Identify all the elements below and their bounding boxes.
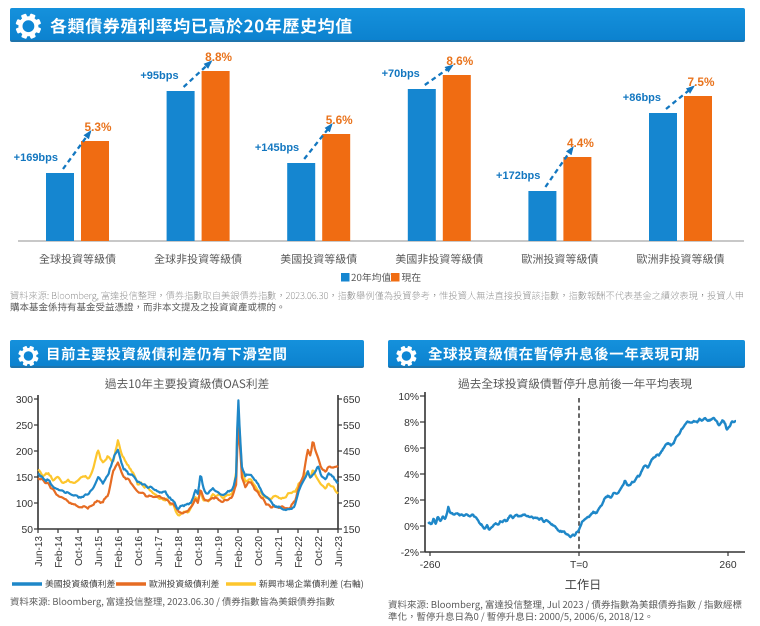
svg-text:8.6%: 8.6%: [446, 54, 473, 68]
svg-text:+70bps: +70bps: [382, 68, 420, 80]
svg-text:-2%: -2%: [401, 548, 419, 559]
svg-text:Oct-20: Oct-20: [254, 536, 265, 566]
svg-text:+86bps: +86bps: [623, 92, 661, 104]
svg-text:Feb-14: Feb-14: [54, 536, 65, 568]
svg-text:450: 450: [343, 447, 360, 458]
svg-text:8.8%: 8.8%: [205, 50, 232, 64]
svg-text:300: 300: [16, 395, 33, 406]
svg-text:Jun-23: Jun-23: [334, 536, 345, 567]
svg-text:Jun-19: Jun-19: [214, 536, 225, 567]
svg-text:4.4%: 4.4%: [567, 136, 594, 150]
svg-text:-260: -260: [420, 560, 441, 571]
svg-text:7.5%: 7.5%: [688, 75, 715, 89]
svg-text:Feb-20: Feb-20: [234, 536, 245, 568]
svg-text:2%: 2%: [404, 496, 419, 507]
svg-text:Oct-18: Oct-18: [194, 536, 205, 566]
svg-text:5.6%: 5.6%: [326, 113, 353, 127]
svg-text:200: 200: [16, 447, 33, 458]
svg-text:+145bps: +145bps: [255, 142, 299, 154]
svg-text:250: 250: [16, 421, 33, 432]
svg-text:650: 650: [343, 395, 360, 406]
svg-text:4%: 4%: [404, 470, 419, 481]
svg-text:100: 100: [16, 499, 33, 510]
svg-text:350: 350: [343, 473, 360, 484]
svg-text:+95bps: +95bps: [140, 70, 178, 82]
svg-text:Oct-22: Oct-22: [314, 536, 325, 566]
svg-text:150: 150: [343, 525, 360, 536]
svg-text:Feb-22: Feb-22: [294, 536, 305, 568]
svg-text:6%: 6%: [404, 444, 419, 455]
svg-text:150: 150: [16, 473, 33, 484]
svg-text:Jun-15: Jun-15: [94, 536, 105, 567]
svg-text:+169bps: +169bps: [14, 152, 58, 164]
svg-text:Jun-13: Jun-13: [34, 536, 45, 567]
svg-text:550: 550: [343, 421, 360, 432]
svg-text:5.3%: 5.3%: [85, 120, 112, 134]
svg-text:260: 260: [719, 560, 736, 571]
svg-text:Oct-16: Oct-16: [134, 536, 145, 566]
svg-text:Jun-21: Jun-21: [274, 536, 285, 567]
svg-text:10%: 10%: [398, 392, 419, 403]
svg-text:+172bps: +172bps: [496, 170, 540, 182]
svg-text:0%: 0%: [404, 522, 419, 533]
svg-text:8%: 8%: [404, 418, 419, 429]
svg-text:250: 250: [343, 499, 360, 510]
svg-text:Feb-16: Feb-16: [114, 536, 125, 568]
svg-text:Oct-14: Oct-14: [74, 536, 85, 566]
svg-text:Jun-17: Jun-17: [154, 536, 165, 567]
svg-text:T=0: T=0: [570, 560, 588, 571]
svg-text:50: 50: [22, 525, 34, 536]
svg-text:Feb-18: Feb-18: [174, 536, 185, 568]
